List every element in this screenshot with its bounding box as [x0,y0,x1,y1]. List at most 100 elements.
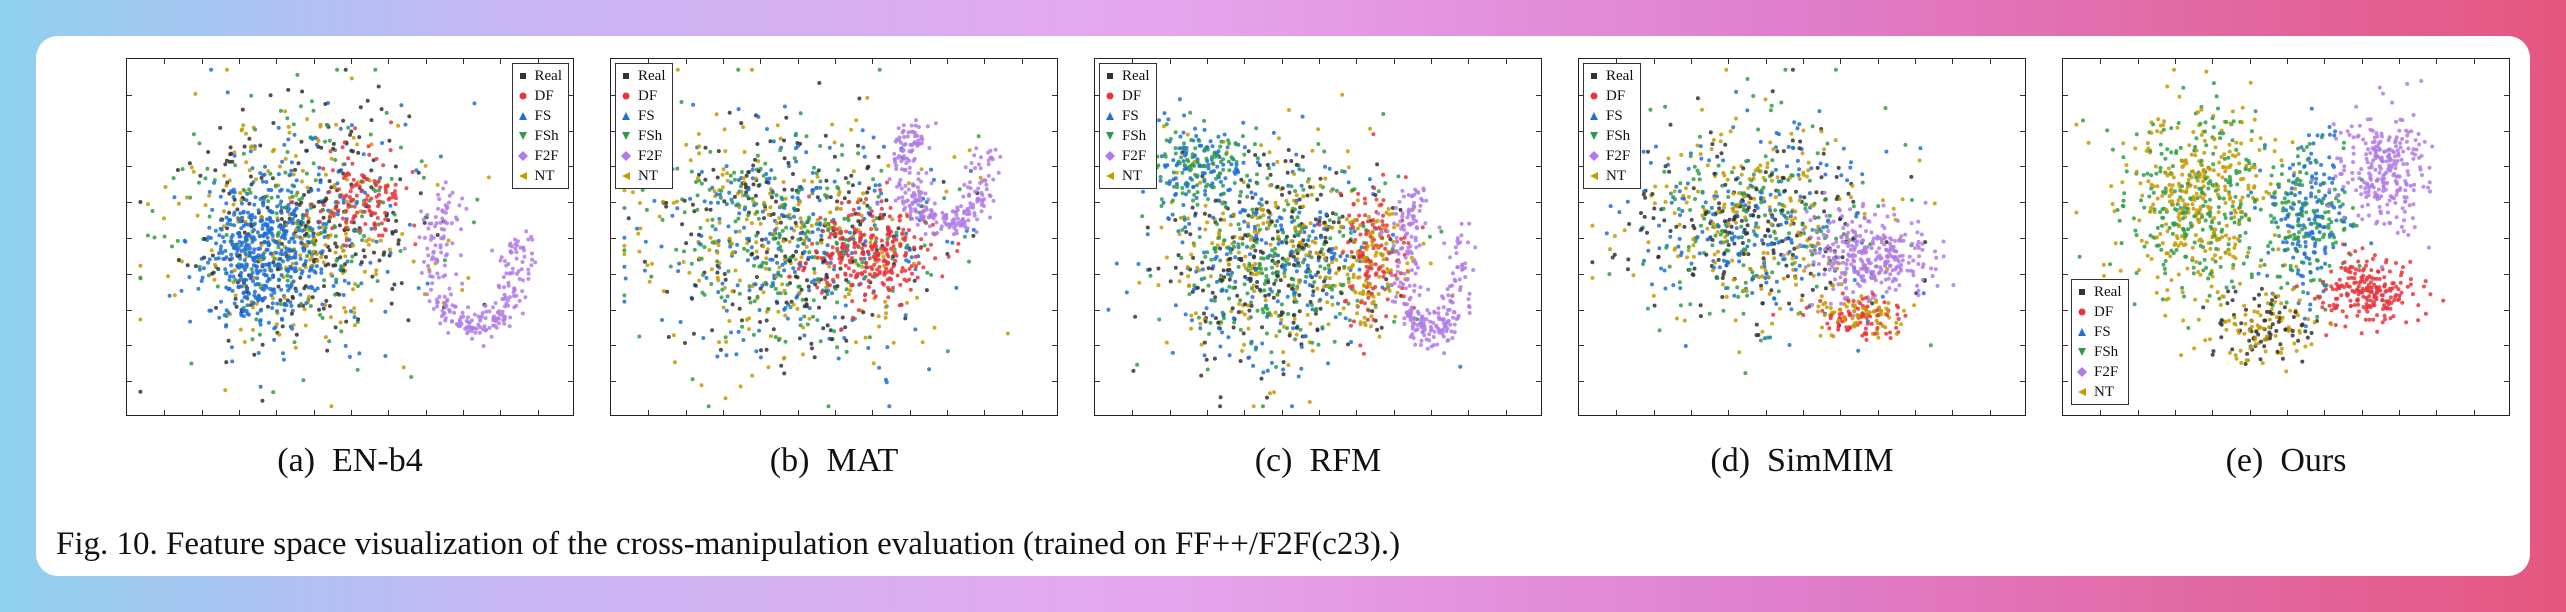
scatter-point [511,294,516,298]
scatter-point [474,326,479,331]
scatter-point [331,146,336,151]
scatter-point [807,250,812,255]
scatter-point [279,287,284,292]
scatter-point [905,300,909,305]
scatter-point [374,183,378,188]
scatter-point [293,154,298,158]
scatter-point [940,210,945,215]
scatter-point [418,191,423,196]
axis-tick [611,166,616,167]
scatter-point [1291,198,1296,203]
scatter-point [839,201,844,205]
scatter-point [1189,138,1194,142]
scatter-point [207,189,212,194]
scatter-point [916,261,921,266]
legend-marker [1106,172,1114,180]
scatter-point [750,373,755,378]
scatter-point [771,327,776,332]
scatter-point [383,227,387,232]
scatter-point [1158,175,1163,179]
scatter-point [1358,223,1363,228]
scatter-point [782,371,787,376]
scatter-point [297,197,302,202]
scatter-point [279,187,284,192]
scatter-point [189,165,194,170]
scatter-point [903,253,908,258]
scatter-point [690,296,695,301]
scatter-point [1218,179,1223,184]
scatter-point [1239,256,1244,261]
scatter-point [1403,175,1408,180]
scatter-point [280,317,285,322]
scatter-point [1268,391,1272,396]
scatter-point [660,217,665,222]
scatter-point [1307,400,1312,404]
scatter-point [1206,266,1211,271]
scatter-point [357,184,362,189]
scatter-point [714,192,719,197]
scatter-point [927,146,932,150]
scatter-point [742,150,747,154]
scatter-point [1189,313,1194,318]
scatter-point [847,237,852,242]
axis-tick [1052,238,1057,239]
scatter-point [1260,307,1265,312]
scatter-point [337,292,342,297]
scatter-point [1265,162,1270,167]
scatter-point [963,165,968,170]
scatter-point [755,294,760,299]
scatter-point [675,166,680,171]
scatter-point [447,307,452,312]
scatter-point [680,222,685,227]
scatter-point [261,200,266,205]
scatter-point [915,295,919,300]
scatter-point [333,325,338,330]
scatter-point [1234,162,1239,167]
scatter-point [928,242,933,247]
legend-item-nt: NT [620,166,666,186]
scatter-point [216,267,221,271]
scatter-point [275,301,280,306]
scatter-point [1230,306,1235,311]
scatter-point [791,302,796,307]
scatter-point [251,258,256,262]
scatter-point [392,212,397,217]
scatter-point [258,322,263,327]
scatter-point [920,137,925,142]
scatter-point [394,196,398,201]
scatter-point [309,202,314,207]
scatter-point [814,249,818,254]
scatter-point [1346,240,1350,245]
scatter-point [893,139,898,144]
scatter-point [481,344,486,348]
scatter-point [1133,314,1138,319]
scatter-point [898,244,903,248]
scatter-point [491,316,496,320]
scatter-point [507,295,512,300]
scatter-point [932,325,937,330]
scatter-point [1206,166,1211,171]
scatter-point [254,317,259,322]
scatter-point [1328,236,1333,241]
scatter-point [993,147,998,152]
scatter-point [682,249,686,254]
scatter-point [285,273,290,278]
scatter-point [1190,318,1194,323]
scatter-point [465,325,469,330]
scatter-point [797,290,802,295]
scatter-point [1362,301,1367,306]
scatter-point [1287,190,1292,195]
scatter-point [1292,291,1297,296]
scatter-point [1350,284,1355,289]
scatter-point [1192,192,1197,197]
scatter-point [284,267,289,272]
scatter-point [324,255,328,259]
scatter-point [1409,311,1413,316]
scatter-point [138,389,143,394]
scatter-point [1005,331,1010,336]
legend-label: NT [1122,168,1142,184]
scatter-point [1393,205,1398,210]
axis-tick [1095,202,1100,203]
legend: Real DF FS FSh F2F NT [1099,63,1157,189]
scatter-point [275,194,280,199]
